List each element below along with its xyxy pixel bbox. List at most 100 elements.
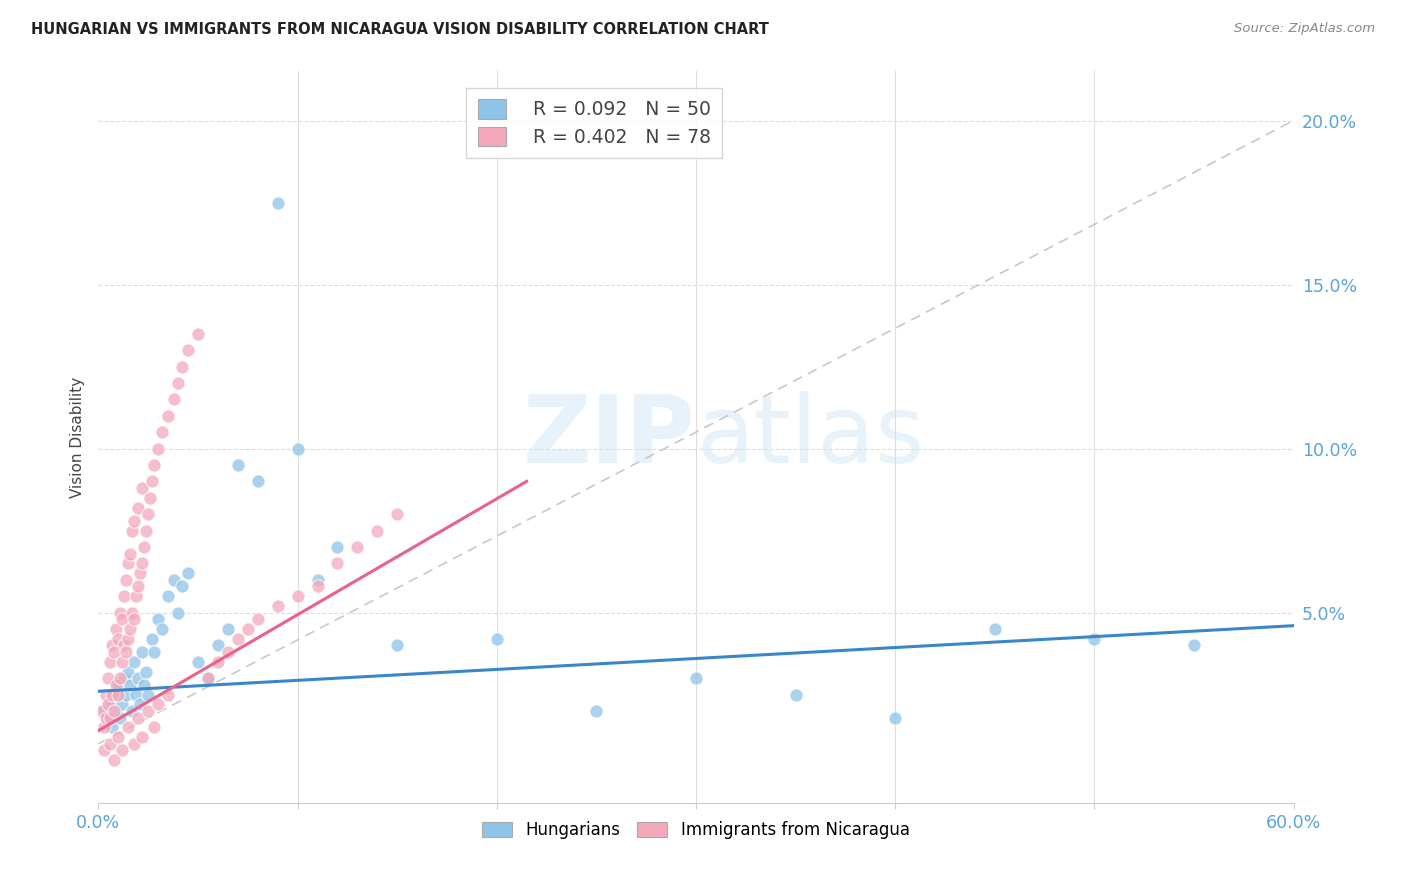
Point (110, 671, 132, 685)
Point (141, 632, 163, 646)
Point (111, 612, 134, 626)
Point (103, 688, 125, 702)
Point (167, 606, 190, 620)
Point (98, 698, 122, 712)
Point (124, 514, 146, 528)
Point (97, 671, 120, 685)
Point (93, 704, 115, 718)
Point (172, 359, 194, 374)
Point (326, 540, 349, 554)
Point (485, 632, 508, 646)
Point (112, 638, 135, 652)
Point (110, 710, 132, 724)
Legend: Hungarians, Immigrants from Nicaragua: Hungarians, Immigrants from Nicaragua (475, 814, 917, 846)
Point (117, 665, 139, 679)
Text: HUNGARIAN VS IMMIGRANTS FROM NICARAGUA VISION DISABILITY CORRELATION CHART: HUNGARIAN VS IMMIGRANTS FROM NICARAGUA V… (31, 22, 769, 37)
Point (105, 622, 128, 636)
Point (125, 589, 148, 603)
Point (148, 612, 170, 626)
Point (131, 557, 153, 571)
Point (127, 579, 149, 593)
Text: atlas: atlas (696, 391, 924, 483)
Point (172, 579, 194, 593)
Point (98, 737, 122, 751)
Point (141, 475, 163, 489)
Point (226, 458, 249, 472)
Point (111, 655, 134, 669)
Point (177, 566, 200, 581)
Point (585, 704, 607, 718)
Point (267, 195, 290, 210)
Point (385, 507, 409, 521)
Point (101, 720, 124, 734)
Point (131, 730, 153, 744)
Point (157, 589, 180, 603)
Point (127, 671, 149, 685)
Point (124, 612, 146, 626)
Point (785, 688, 807, 702)
Point (107, 678, 129, 692)
Point (346, 540, 368, 554)
Point (124, 737, 146, 751)
Point (1083, 632, 1105, 646)
Point (117, 632, 139, 646)
Point (157, 409, 180, 423)
Point (110, 606, 132, 620)
Point (135, 665, 157, 679)
Point (246, 612, 269, 626)
Point (127, 500, 149, 515)
Point (143, 720, 166, 734)
Point (115, 645, 138, 659)
Point (217, 645, 239, 659)
Point (129, 566, 152, 581)
Point (287, 589, 309, 603)
Point (120, 622, 142, 636)
Point (163, 573, 186, 587)
Point (148, 442, 170, 456)
Y-axis label: Vision Disability: Vision Disability (69, 376, 84, 498)
Point (121, 606, 143, 620)
Point (143, 645, 166, 659)
Point (134, 678, 156, 692)
Point (91, 704, 114, 718)
Point (93, 720, 115, 734)
Point (131, 481, 153, 495)
Point (107, 688, 129, 702)
Point (103, 753, 125, 767)
Point (131, 645, 153, 659)
Point (121, 704, 143, 718)
Point (187, 655, 209, 669)
Point (112, 671, 135, 685)
Text: Source: ZipAtlas.com: Source: ZipAtlas.com (1234, 22, 1375, 36)
Point (124, 655, 146, 669)
Point (103, 704, 125, 718)
Point (366, 524, 388, 538)
Point (111, 698, 134, 712)
Point (103, 645, 125, 659)
Point (105, 704, 128, 718)
Point (267, 599, 290, 613)
Point (246, 475, 269, 489)
Point (115, 573, 138, 587)
Point (685, 671, 707, 685)
Point (157, 688, 180, 702)
Point (98, 710, 122, 724)
Point (150, 425, 173, 439)
Point (127, 710, 149, 724)
Point (1182, 638, 1205, 652)
Point (177, 343, 200, 358)
Point (135, 524, 157, 538)
Point (117, 720, 139, 734)
Point (143, 458, 166, 472)
Point (217, 622, 239, 636)
Point (93, 743, 115, 757)
Point (134, 540, 156, 554)
Point (107, 632, 129, 646)
Point (307, 573, 329, 587)
Point (884, 710, 907, 724)
Point (136, 688, 159, 702)
Point (129, 698, 152, 712)
Point (307, 579, 329, 593)
Point (139, 491, 162, 505)
Text: ZIP: ZIP (523, 391, 696, 483)
